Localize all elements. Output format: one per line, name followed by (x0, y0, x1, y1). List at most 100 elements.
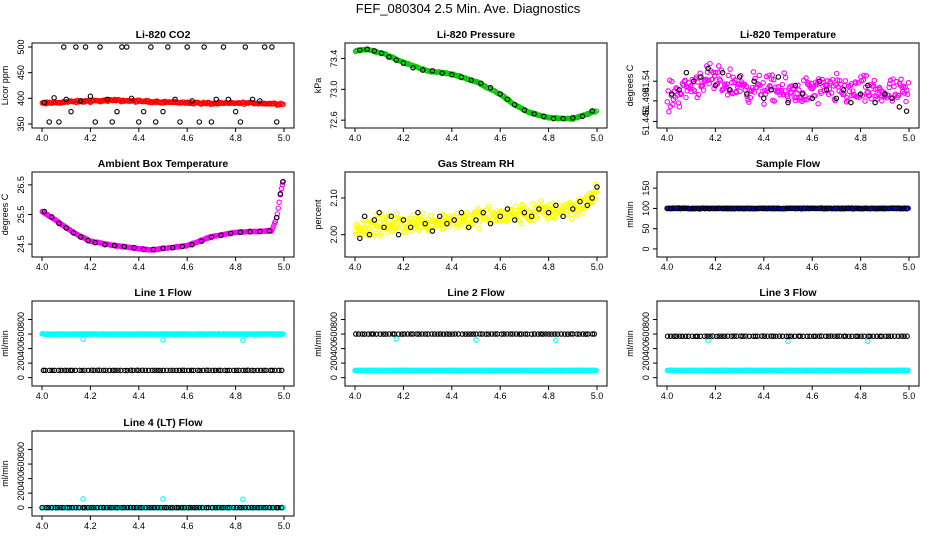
y-tick-label: 400 (16, 341, 26, 356)
data-point (51, 95, 57, 101)
data-point (775, 74, 782, 80)
data-point (160, 108, 166, 115)
data-point (756, 72, 763, 79)
data-point (788, 90, 795, 96)
data-point (712, 69, 719, 76)
y-tick-label: 600 (641, 327, 651, 342)
data-point (743, 205, 749, 212)
data-point (863, 205, 870, 212)
data-point (409, 220, 416, 226)
data-point (862, 98, 868, 104)
data-point (804, 205, 811, 211)
x-tick-label: 4.4 (446, 391, 459, 401)
data-point (63, 96, 69, 103)
data-point (664, 205, 670, 212)
data-point (439, 70, 445, 76)
data-point (357, 235, 363, 242)
data-point (136, 119, 142, 125)
data-point (478, 80, 484, 86)
data-point (570, 115, 576, 121)
data-point (717, 77, 724, 84)
data-point (279, 182, 286, 188)
panel-title: Ambient Box Temperature (98, 158, 229, 170)
data-point (740, 205, 746, 212)
data-point (208, 119, 215, 125)
data-point (736, 74, 743, 80)
data-point (762, 205, 768, 211)
data-point (528, 213, 535, 220)
y-tick-label: 800 (641, 312, 651, 327)
x-tick-label: 4.6 (181, 262, 194, 272)
data-point (816, 78, 823, 84)
data-point (428, 225, 435, 232)
data-point (795, 82, 801, 88)
panel-8: Line 2 Flow ml/min 4.0 4.2 4.4 4.6 4.8 5.0 0 2004… (313, 287, 608, 401)
x-tick-label: 4.2 (397, 391, 410, 401)
y-axis-label: degrees C (0, 193, 10, 235)
data-point (770, 205, 777, 211)
x-tick-label: 4.2 (84, 133, 97, 143)
x-tick-label: 5.0 (591, 133, 604, 143)
data-point (752, 75, 758, 82)
data-point (376, 209, 382, 216)
data-point (476, 225, 482, 232)
data-point (131, 244, 137, 251)
data-point (381, 224, 387, 231)
data-point (410, 65, 416, 71)
data-point (160, 245, 166, 252)
y-tick-label: 51.54 (641, 70, 651, 93)
y-tick-label: 0 (641, 375, 651, 380)
y-tick-label: 600 (329, 327, 339, 342)
data-point (669, 91, 675, 97)
panel-title: Li-820 Temperature (740, 29, 836, 41)
data-point (833, 95, 840, 102)
data-point (727, 87, 733, 93)
data-point (257, 98, 263, 104)
y-tick-label: 400 (16, 91, 26, 106)
data-point (512, 203, 519, 210)
data-point (367, 225, 373, 232)
data-point (470, 221, 477, 227)
data-point (371, 219, 377, 226)
x-tick-label: 4.4 (758, 391, 771, 401)
y-tick-label: 200 (16, 356, 26, 371)
data-point (785, 99, 791, 106)
series-2 (664, 205, 910, 212)
data-point (664, 99, 671, 105)
data-point (371, 217, 378, 223)
y-axis-label: ml/min (0, 460, 10, 487)
x-tick-label: 4.6 (494, 262, 507, 272)
data-point (364, 46, 370, 53)
x-tick-label: 4.4 (133, 521, 146, 531)
panel-title: Li-820 Pressure (437, 29, 515, 41)
data-point (273, 214, 280, 221)
data-point (743, 83, 750, 90)
data-point (695, 205, 702, 212)
x-tick-label: 4.2 (84, 391, 97, 401)
series-1 (664, 60, 912, 115)
data-point (736, 205, 743, 212)
data-point (809, 95, 815, 102)
data-point (61, 44, 67, 50)
data-point (692, 88, 698, 95)
data-point (468, 77, 474, 83)
data-point (755, 205, 762, 212)
x-tick-label: 4.4 (446, 262, 459, 272)
data-point (196, 119, 203, 125)
data-point (889, 98, 896, 104)
series-2 (41, 179, 286, 253)
data-point (237, 119, 244, 125)
x-tick-label: 4.4 (758, 262, 771, 272)
x-tick-label: 4.0 (349, 262, 362, 272)
data-point (85, 237, 91, 244)
data-point (789, 205, 795, 212)
data-point (111, 242, 118, 249)
data-point (80, 496, 86, 502)
data-point (420, 67, 426, 73)
data-point (455, 224, 461, 231)
data-point (278, 367, 285, 374)
data-point (353, 231, 359, 237)
data-point (247, 228, 253, 235)
x-tick-label: 4.8 (542, 391, 555, 401)
x-tick-label: 4.0 (36, 521, 49, 531)
